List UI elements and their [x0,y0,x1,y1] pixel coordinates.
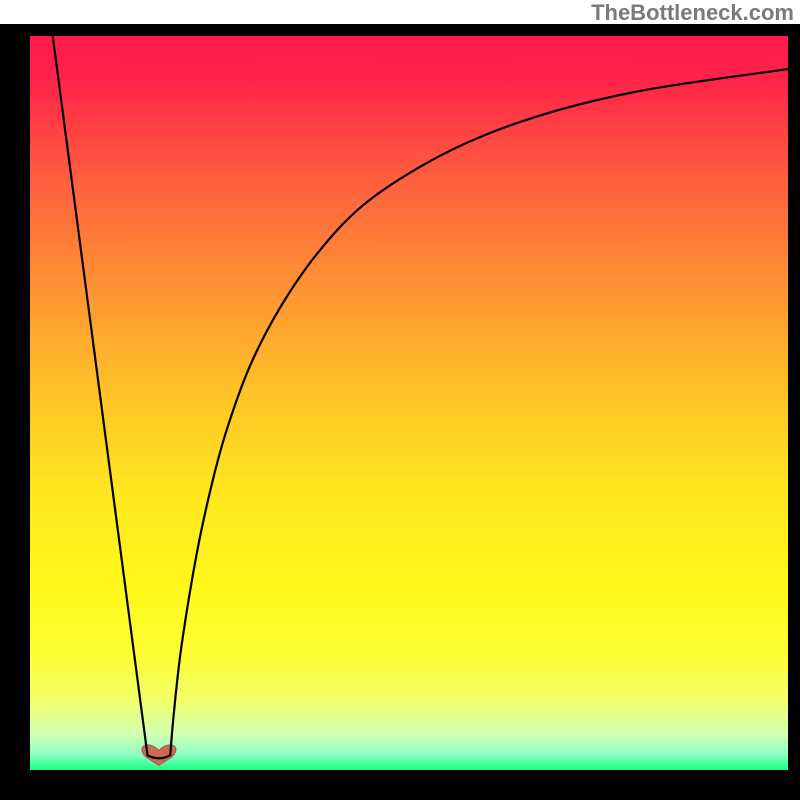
frame-border-bottom [0,770,800,800]
watermark-text: TheBottleneck.com [591,0,794,26]
frame-border-left [0,24,30,800]
gradient-background [30,36,788,770]
frame-border-right [788,24,800,800]
bottleneck-chart-frame: TheBottleneck.com [0,0,800,800]
bottleneck-plot [30,36,788,770]
frame-border-top [0,24,800,36]
